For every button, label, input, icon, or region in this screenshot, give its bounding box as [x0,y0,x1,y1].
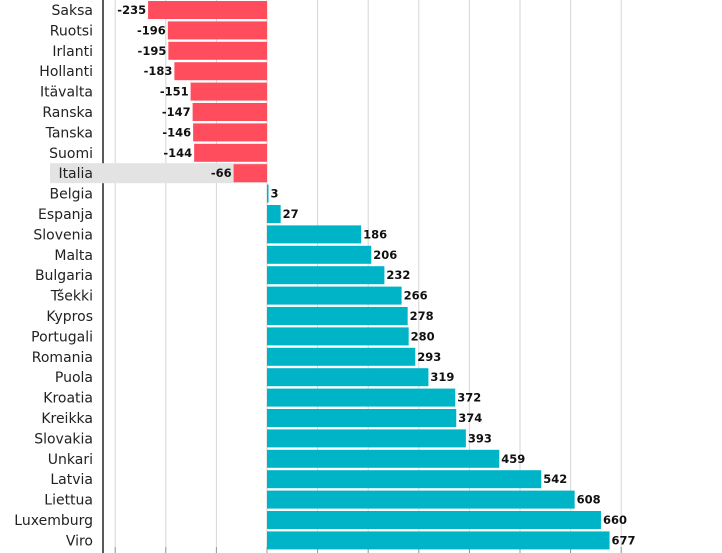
bar-saksa [148,1,267,19]
category-label: Suomi [49,146,93,162]
bar-viro [267,531,610,550]
value-label: 319 [430,370,454,384]
value-label: -235 [117,3,146,17]
bar-romania [267,347,416,366]
category-label: Italia [58,166,93,182]
value-label: 186 [363,227,387,241]
value-label: 393 [468,431,492,445]
highlight-band [50,163,267,184]
bar-unkari [267,449,500,468]
value-labels: -235 -196 -195 -183 -151 -147 -146 -144 -66 3 27 18… [117,3,635,547]
bar-irlanti [168,41,267,60]
value-label: 3 [271,187,279,201]
bar-liettua [267,490,575,509]
value-label: -144 [163,146,192,160]
category-label: Puola [55,370,93,386]
value-label: 293 [417,350,441,364]
value-label: -196 [137,23,166,37]
category-label: Tanska [45,125,93,141]
category-label: Liettua [44,493,93,509]
category-label: Latvia [50,472,93,488]
bar-kypros [267,307,408,325]
category-label: Viro [66,533,93,549]
bar-bulgaria [267,266,385,285]
category-label: Itävalta [40,85,93,101]
bar-hollanti [174,62,267,81]
category-label: Tšekki [50,289,93,305]
value-label: 677 [612,533,636,547]
value-label: 608 [577,493,601,507]
bar-kreikka [267,409,457,427]
value-label: -66 [211,166,232,180]
bar-ruotsi [167,21,267,40]
category-label: Unkari [48,452,93,468]
bar-latvia [267,470,542,489]
category-label: Luxemburg [14,513,93,529]
value-label: 232 [386,268,410,282]
bar-slovakia [267,429,466,448]
category-label: Espanja [38,207,93,223]
value-label: -146 [162,125,191,139]
value-label: 280 [411,329,435,343]
bar-italia [233,164,267,183]
bar-tšekki [267,286,402,305]
category-label: Romania [32,350,93,366]
category-label: Malta [54,248,93,264]
bar-itävalta [190,82,267,101]
category-label: Belgia [50,187,93,203]
bars [148,1,610,550]
highlight-band-italia [50,163,267,184]
bar-belgia [267,184,269,203]
value-label: 266 [404,289,428,303]
category-label: Kroatia [43,391,93,407]
category-label: Irlanti [52,44,93,60]
value-label: -183 [144,64,173,78]
value-label: -195 [138,44,167,58]
category-label: Kreikka [41,411,93,427]
value-label: -147 [162,105,191,119]
category-label: Bulgaria [35,268,93,284]
value-label: 459 [501,452,525,466]
value-label: 374 [458,411,482,425]
value-label: 372 [457,391,481,405]
bar-slovenia [267,225,362,244]
category-label: Saksa [52,3,93,19]
bar-malta [267,245,372,264]
bar-ranska [192,103,267,121]
bar-portugali [267,327,409,346]
bar-luxemburg [267,511,601,529]
bar-suomi [194,143,267,162]
value-label: 278 [410,309,434,323]
category-label: Slovakia [34,431,93,447]
category-label: Hollanti [39,64,93,80]
category-label: Kypros [46,309,93,325]
value-label: 206 [373,248,397,262]
value-label: 660 [603,513,627,527]
category-label: Slovenia [33,227,93,243]
category-label: Portugali [31,329,93,345]
category-label: Ranska [42,105,93,121]
value-label: 27 [283,207,299,221]
bar-tanska [193,123,267,142]
bar-kroatia [267,388,456,407]
value-label: -151 [160,85,189,99]
value-label: 542 [543,472,567,486]
bar-espanja [267,205,281,223]
category-label: Ruotsi [50,23,93,39]
category-labels: Saksa Ruotsi Irlanti Hollanti Itävalta Ranska… [14,3,93,549]
bar-puola [267,368,429,387]
